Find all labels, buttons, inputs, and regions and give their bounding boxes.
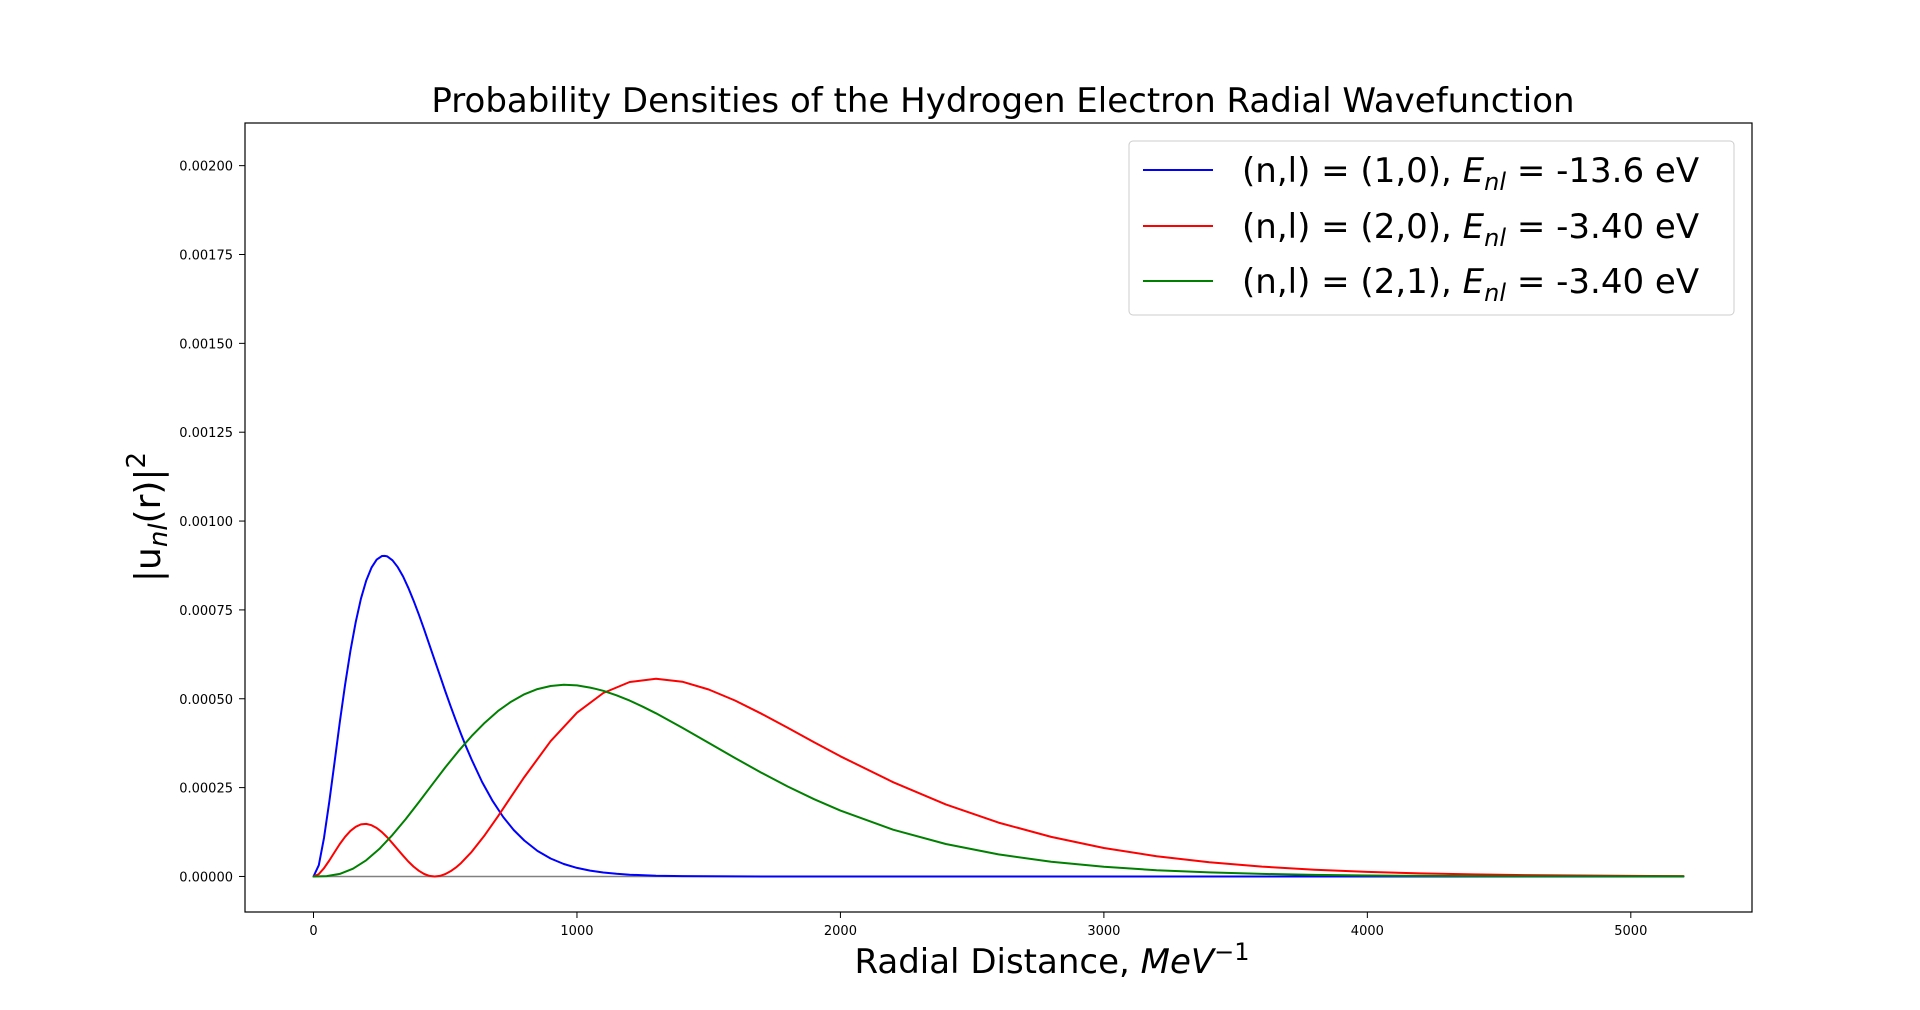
y-tick-label: 0.00100 xyxy=(179,515,233,530)
legend-entry-2: (n,l) = (2,0), Enl = -3.40 eV xyxy=(1242,207,1699,252)
series-layer xyxy=(312,554,1685,878)
y-tick-label: 0.00075 xyxy=(179,604,233,619)
series-line-1 xyxy=(312,554,1685,878)
x-axis: 0 1000 2000 3000 4000 5000 xyxy=(309,912,1647,939)
series-line-3 xyxy=(312,683,1685,878)
x-tick-label: 4000 xyxy=(1351,924,1384,939)
y-tick-label: 0.00175 xyxy=(179,249,233,264)
y-tick-label: 0.00050 xyxy=(179,693,233,708)
y-axis: 0.00000 0.00025 0.00050 0.00075 0.00100 0.001… xyxy=(179,160,245,885)
x-tick-label: 3000 xyxy=(1087,924,1120,939)
y-tick-label: 0.00200 xyxy=(179,160,233,175)
legend-box xyxy=(1128,140,1735,316)
x-axis-label: Radial Distance, MeV−1 xyxy=(854,938,1249,982)
plot-frame xyxy=(244,122,1753,913)
x-tick-label: 1000 xyxy=(560,924,593,939)
x-tick-label: 5000 xyxy=(1614,924,1647,939)
series-line-2 xyxy=(312,677,1685,878)
x-tick-label: 0 xyxy=(309,924,317,939)
chart-title: Probability Densities of the Hydrogen El… xyxy=(431,81,1574,121)
y-tick-label: 0.00150 xyxy=(179,337,233,352)
y-tick-label: 0.00000 xyxy=(179,870,233,885)
legend-entry-3: (n,l) = (2,1), Enl = -3.40 eV xyxy=(1242,262,1699,307)
y-tick-label: 0.00025 xyxy=(179,782,233,797)
legend-entry-1: (n,l) = (1,0), Enl = -13.6 eV xyxy=(1242,151,1699,196)
y-axis-label: |unl(r)|2 xyxy=(122,452,174,582)
x-tick-label: 2000 xyxy=(824,924,857,939)
y-tick-label: 0.00125 xyxy=(179,426,233,441)
legend: (n,l) = (1,0), Enl = -13.6 eV (n,l) = (2… xyxy=(1128,140,1735,316)
